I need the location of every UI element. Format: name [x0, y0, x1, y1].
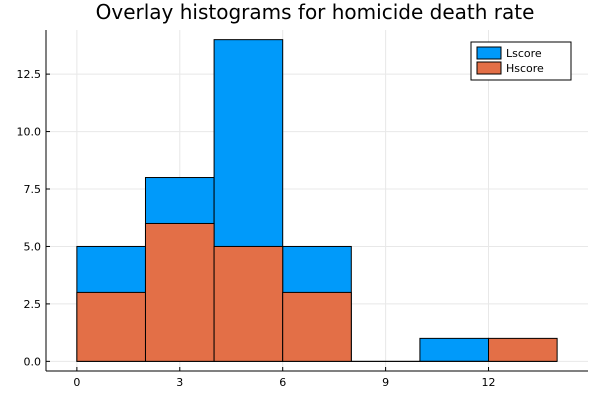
y-tick-label-4: 10.0	[17, 126, 42, 139]
y-tick-label-1: 2.5	[24, 298, 42, 311]
legend-label-lscore: Lscore	[506, 47, 542, 60]
bar-hscore-2	[213, 245, 284, 362]
bar-hscore-0	[76, 291, 146, 362]
y-tick-label-0: 0.0	[24, 355, 42, 368]
legend: Lscore Hscore	[470, 41, 572, 81]
bar-lscore-5	[419, 337, 490, 362]
y-tick-label-2: 5.0	[24, 240, 42, 253]
axes-layer	[45, 30, 588, 372]
legend-label-hscore: Hscore	[506, 62, 544, 75]
bar-hscore-1	[144, 222, 215, 362]
y-tick-label-3: 7.5	[24, 183, 42, 196]
bars-layer	[76, 39, 558, 362]
bar-hscore-3	[282, 291, 352, 362]
x-tick-label-4: 12	[482, 376, 496, 389]
chart-title: Overlay histograms for homicide death ra…	[96, 0, 535, 24]
x-tick-label-1: 3	[176, 376, 183, 389]
y-tick-label-5: 12.5	[17, 68, 42, 81]
x-tick-label-0: 0	[73, 376, 80, 389]
bar-hscore-6	[488, 337, 558, 362]
x-tick-label-3: 9	[382, 376, 389, 389]
legend-swatch-lscore	[476, 46, 502, 60]
legend-swatch-hscore	[476, 61, 502, 75]
ticks-layer: 0 3 6 9 12 0.0 2.5 5.0 7.5 10.0 12.5	[17, 68, 496, 389]
x-tick-label-2: 6	[279, 376, 286, 389]
